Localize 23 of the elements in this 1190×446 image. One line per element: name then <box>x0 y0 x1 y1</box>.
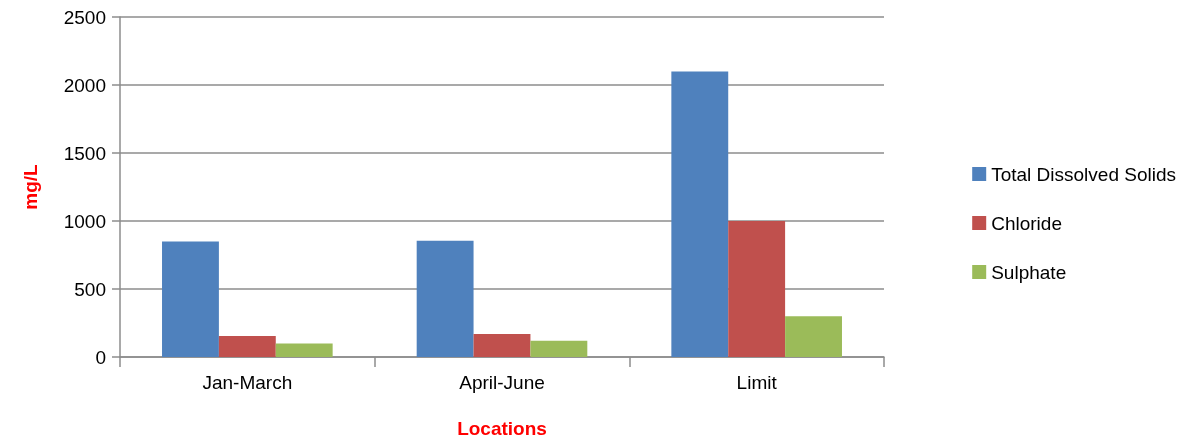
y-tick-label: 2500 <box>63 6 106 28</box>
y-tick-label: 1500 <box>63 142 106 164</box>
y-tick-label: 1000 <box>63 210 106 232</box>
bar <box>473 333 531 357</box>
bar <box>218 335 276 357</box>
y-axis-title: mg/L <box>20 163 41 210</box>
bar <box>671 71 729 357</box>
bar <box>530 340 588 357</box>
bar <box>728 221 786 357</box>
bar <box>785 316 842 357</box>
legend-label: Total Dissolved Solids <box>991 163 1177 185</box>
bar <box>275 343 333 357</box>
bar <box>162 241 219 357</box>
bar <box>416 240 474 357</box>
y-tick-label: 0 <box>95 346 106 368</box>
legend-label: Sulphate <box>991 261 1067 283</box>
x-axis-title: Locations <box>457 418 547 439</box>
x-tick-label: Limit <box>736 372 778 393</box>
x-tick-label: Jan-March <box>202 372 293 393</box>
y-tick-label: 2000 <box>63 74 106 96</box>
legend-label: Chloride <box>991 212 1062 234</box>
y-tick-label: 500 <box>74 278 106 300</box>
x-tick-label: April-June <box>459 372 545 393</box>
